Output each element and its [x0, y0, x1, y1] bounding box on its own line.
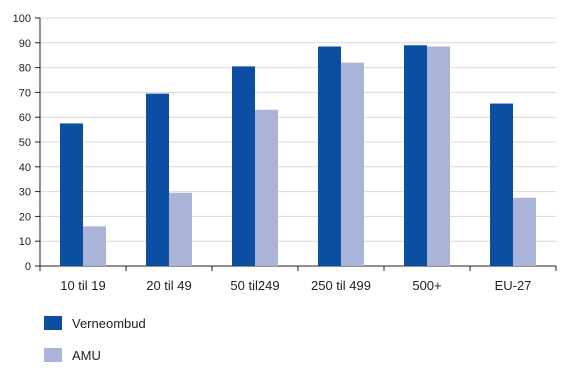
legend-label-verneombud: Verneombud: [72, 315, 146, 331]
bar-verneombud: [146, 93, 169, 266]
bar-amu: [427, 46, 450, 266]
y-tick-label: 80: [19, 63, 31, 75]
y-tick-label: 90: [19, 38, 31, 50]
y-tick-label: 10: [19, 236, 31, 248]
bar-chart-svg: 0 10 20 30 40 50 60 70 80 90 100 10 til 19 20 til 49…: [13, 13, 557, 293]
bar-amu: [255, 109, 278, 266]
bar-verneombud: [318, 46, 341, 266]
bar-verneombud: [232, 66, 255, 266]
x-tick-label: 50 til249: [230, 278, 279, 293]
chart: 0 10 20 30 40 50 60 70 80 90 100 10 til 19 20 til 49…: [13, 13, 557, 363]
x-tick-label: 500+: [412, 278, 441, 293]
bar-amu: [83, 226, 106, 266]
y-tick-label: 20: [19, 211, 31, 223]
y-tick-label: 70: [19, 87, 31, 99]
y-tick-label: 60: [19, 112, 31, 124]
bar-verneombud: [60, 123, 83, 267]
x-tick-label: 20 til 49: [146, 278, 192, 293]
bar-amu: [169, 192, 192, 266]
legend-label-amu: AMU: [72, 347, 101, 363]
legend-swatch-verneombud: [44, 316, 62, 330]
bar-verneombud: [490, 103, 513, 266]
y-tick-label: 50: [19, 137, 31, 149]
legend-item-amu: AMU: [44, 346, 304, 364]
x-tick-label: 10 til 19: [60, 278, 106, 293]
y-tick-label: 30: [19, 187, 31, 199]
y-tick-label: 0: [25, 261, 31, 273]
x-tick-label: 250 til 499: [311, 278, 371, 293]
bar-amu: [341, 62, 364, 266]
legend: Verneombud AMU: [44, 314, 304, 378]
y-tick-label: 100: [13, 13, 31, 25]
legend-swatch-amu: [44, 348, 62, 362]
bar-verneombud: [404, 45, 427, 266]
y-tick-label: 40: [19, 162, 31, 174]
legend-item-verneombud: Verneombud: [44, 314, 304, 332]
x-tick-label: EU-27: [495, 278, 532, 293]
bar-amu: [513, 197, 536, 266]
